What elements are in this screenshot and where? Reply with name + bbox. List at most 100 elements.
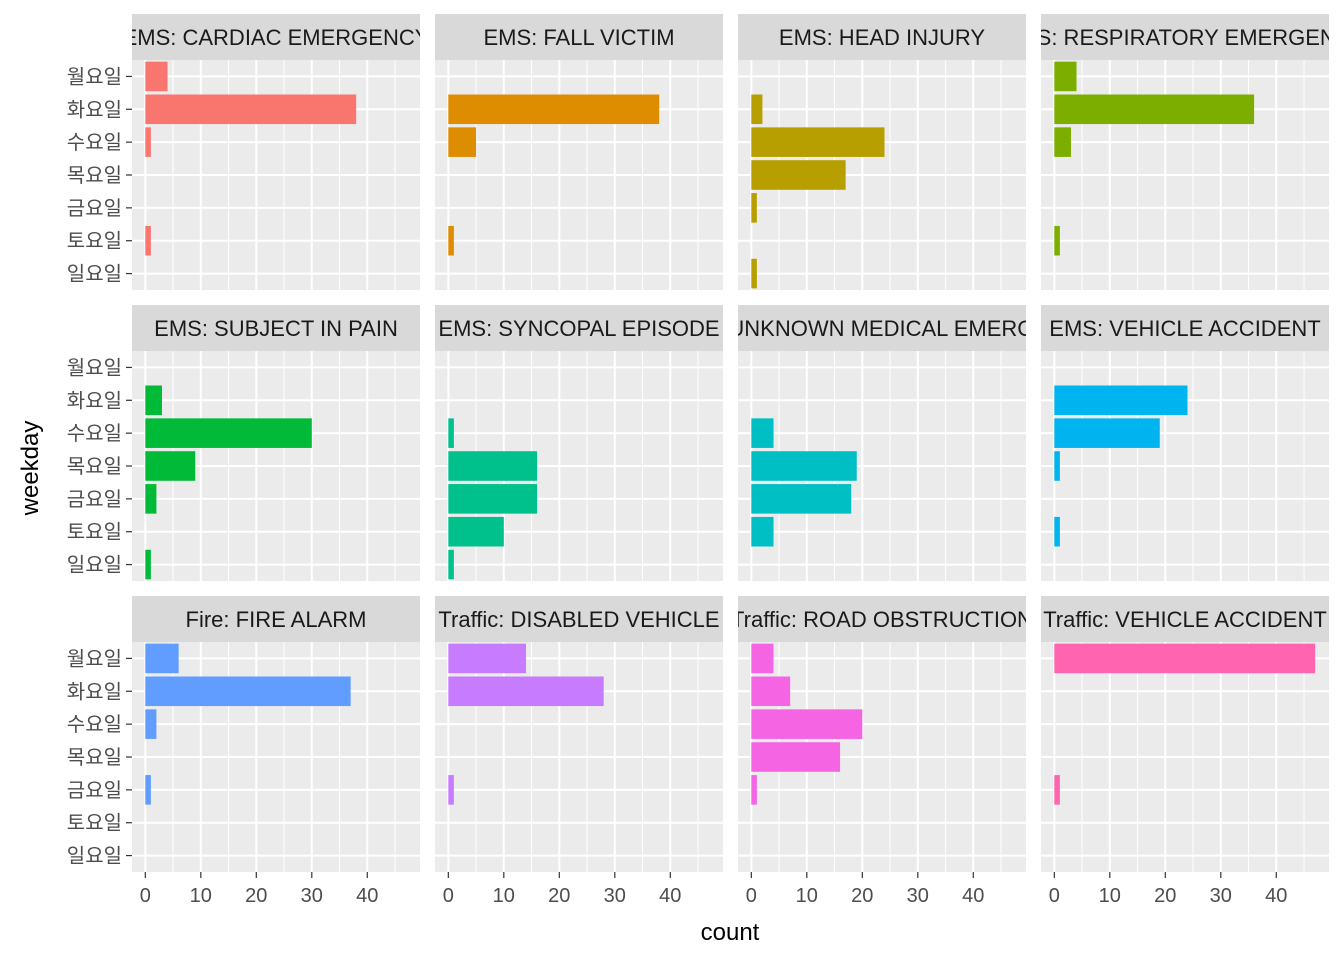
y-tick-label: 화요일 bbox=[67, 98, 122, 121]
facet-strip bbox=[132, 14, 420, 60]
y-tick-label: 수요일 bbox=[67, 131, 122, 154]
bar bbox=[751, 258, 757, 289]
bar bbox=[1054, 127, 1071, 157]
y-tick-label: 금요일 bbox=[67, 779, 122, 802]
y-tick-label: 금요일 bbox=[67, 197, 122, 220]
bar bbox=[751, 127, 885, 157]
facet-strip bbox=[1041, 305, 1329, 351]
bar bbox=[448, 549, 454, 580]
x-axis-title: count bbox=[701, 919, 760, 946]
bar bbox=[1054, 225, 1060, 256]
facet-strip bbox=[738, 305, 1026, 351]
facet-strip bbox=[435, 305, 723, 351]
bar bbox=[751, 451, 857, 481]
bar bbox=[145, 709, 157, 739]
bar bbox=[145, 676, 351, 707]
facet-title: EMS: UNKNOWN MEDICAL EMERGENCY bbox=[668, 316, 1095, 341]
bar bbox=[448, 127, 477, 157]
y-tick-label: 토요일 bbox=[67, 521, 122, 544]
y-tick-label: 일요일 bbox=[67, 263, 122, 286]
bar bbox=[145, 643, 179, 674]
bar bbox=[448, 418, 454, 448]
y-tick-label: 목요일 bbox=[67, 746, 122, 769]
y-axis-tick-labels: 월요일화요일수요일목요일금요일토요일일요일월요일화요일수요일목요일금요일토요일일… bbox=[67, 65, 132, 868]
x-tick-label: 40 bbox=[659, 885, 681, 907]
bar bbox=[448, 94, 660, 125]
facet-panel: Traffic: DISABLED VEHICLE bbox=[435, 596, 723, 872]
facet-title: Traffic: ROAD OBSTRUCTION bbox=[731, 607, 1033, 632]
facet-strip bbox=[738, 596, 1026, 642]
bar bbox=[1054, 385, 1188, 416]
y-tick-label: 목요일 bbox=[67, 164, 122, 187]
bar bbox=[448, 516, 504, 547]
y-tick-label: 토요일 bbox=[67, 230, 122, 253]
y-tick-label: 목요일 bbox=[67, 455, 122, 478]
bar bbox=[1054, 516, 1060, 547]
x-tick-label: 30 bbox=[1210, 885, 1232, 907]
y-tick-label: 화요일 bbox=[67, 389, 122, 412]
facet-title: Traffic: VEHICLE ACCIDENT bbox=[1043, 607, 1327, 632]
bar bbox=[448, 484, 538, 514]
x-tick-label: 0 bbox=[1049, 885, 1060, 907]
bar bbox=[448, 775, 454, 805]
bar bbox=[751, 676, 791, 707]
bar bbox=[145, 451, 196, 481]
bar bbox=[751, 160, 846, 190]
y-tick-label: 월요일 bbox=[67, 647, 122, 670]
y-tick-label: 수요일 bbox=[67, 422, 122, 445]
facet-panel: Traffic: ROAD OBSTRUCTION bbox=[731, 596, 1033, 872]
y-tick-label: 화요일 bbox=[67, 680, 122, 703]
facet-title: EMS: RESPIRATORY EMERGENCY bbox=[1004, 25, 1344, 50]
bar bbox=[145, 127, 151, 157]
x-tick-label: 40 bbox=[356, 885, 378, 907]
facet-panel: EMS: SUBJECT IN PAIN bbox=[132, 305, 420, 581]
x-tick-label: 0 bbox=[746, 885, 757, 907]
bar bbox=[751, 418, 774, 448]
x-tick-label: 40 bbox=[962, 885, 984, 907]
y-tick-label: 일요일 bbox=[67, 554, 122, 577]
bar bbox=[1054, 94, 1255, 125]
bar bbox=[448, 643, 527, 674]
facet-panel: EMS: CARDIAC EMERGENCY bbox=[132, 14, 420, 290]
x-tick-label: 0 bbox=[140, 885, 151, 907]
facet-panel: Traffic: VEHICLE ACCIDENT bbox=[1041, 596, 1329, 872]
x-tick-label: 10 bbox=[493, 885, 515, 907]
bar bbox=[145, 385, 162, 416]
facet-strip bbox=[435, 596, 723, 642]
x-tick-label: 0 bbox=[443, 885, 454, 907]
x-tick-label: 10 bbox=[190, 885, 212, 907]
bar bbox=[1054, 451, 1060, 481]
x-tick-label: 30 bbox=[907, 885, 929, 907]
y-tick-label: 월요일 bbox=[67, 65, 122, 88]
x-tick-label: 30 bbox=[604, 885, 626, 907]
bar bbox=[145, 484, 157, 514]
facet-title: EMS: SYNCOPAL EPISODE bbox=[438, 316, 719, 341]
facet-strip bbox=[435, 14, 723, 60]
x-tick-label: 40 bbox=[1265, 885, 1287, 907]
y-tick-label: 토요일 bbox=[67, 812, 122, 835]
bar bbox=[1054, 643, 1316, 674]
facet-strip bbox=[1041, 14, 1329, 60]
bar bbox=[448, 676, 604, 707]
facet-strip bbox=[132, 305, 420, 351]
x-tick-label: 20 bbox=[1154, 885, 1176, 907]
facet-strip bbox=[1041, 596, 1329, 642]
facet-strip bbox=[132, 596, 420, 642]
bar bbox=[145, 61, 168, 92]
bar bbox=[1054, 775, 1060, 805]
bar bbox=[751, 484, 852, 514]
facet-title: Fire: FIRE ALARM bbox=[186, 607, 367, 632]
x-tick-label: 20 bbox=[548, 885, 570, 907]
bar bbox=[448, 451, 538, 481]
bar bbox=[145, 418, 312, 448]
facet-panel: Fire: FIRE ALARM bbox=[132, 596, 420, 872]
y-tick-label: 월요일 bbox=[67, 356, 122, 379]
x-tick-label: 10 bbox=[1099, 885, 1121, 907]
bar bbox=[751, 516, 774, 547]
facet-panel: EMS: UNKNOWN MEDICAL EMERGENCY bbox=[668, 305, 1095, 581]
bar bbox=[145, 775, 151, 805]
bar bbox=[751, 94, 763, 125]
bar bbox=[1054, 418, 1160, 448]
y-tick-label: 금요일 bbox=[67, 488, 122, 511]
